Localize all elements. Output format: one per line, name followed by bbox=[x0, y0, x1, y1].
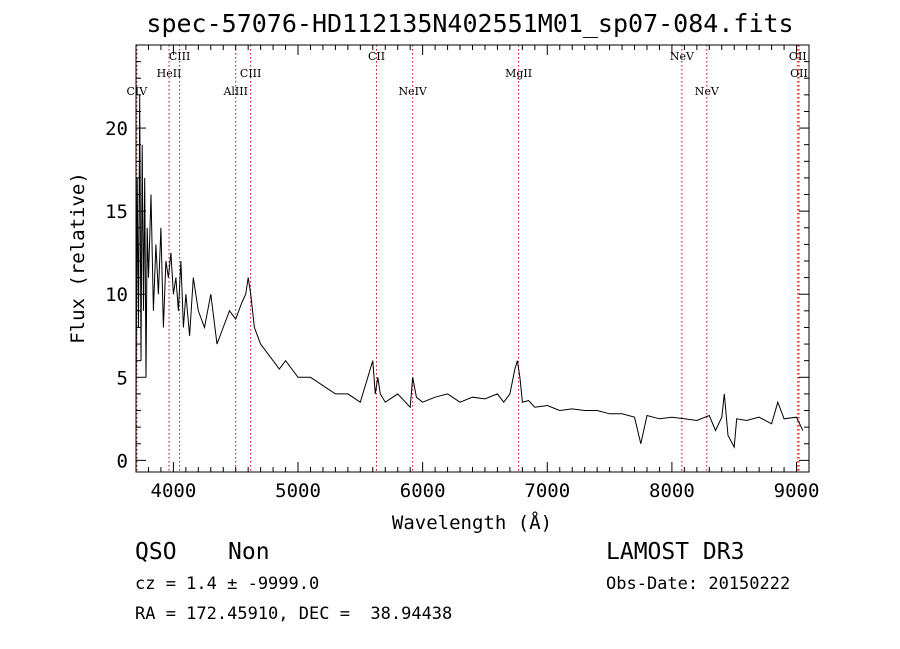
x-tick-label: 8000 bbox=[649, 480, 695, 502]
x-tick-label: 6000 bbox=[400, 480, 446, 502]
chart-title: spec-57076-HD112135N402551M01_sp07-084.f… bbox=[146, 9, 793, 38]
x-axis-label: Wavelength (Å) bbox=[392, 511, 552, 534]
coordinates-line: RA = 172.45910, DEC = 38.94438 bbox=[135, 604, 453, 624]
redshift-line: cz = 1.4 ± -9999.0 bbox=[135, 574, 320, 594]
y-tick-label: 0 bbox=[117, 450, 128, 472]
spectrum-series-line bbox=[135, 94, 804, 449]
emission-line-label: NeV bbox=[670, 50, 695, 63]
plot-frame bbox=[135, 44, 810, 473]
y-axis: 0 5 10 15 20 bbox=[105, 61, 809, 472]
observation-date: Obs-Date: 20150222 bbox=[606, 574, 791, 594]
y-tick-label: 10 bbox=[105, 284, 128, 306]
object-class: QSO bbox=[135, 539, 177, 565]
y-tick-label: 5 bbox=[117, 367, 128, 389]
survey-release: LAMOST DR3 bbox=[606, 539, 745, 565]
y-axis-label: Flux (relative) bbox=[67, 172, 89, 344]
emission-line-label: OII bbox=[790, 67, 808, 80]
emission-line-label: HeII bbox=[157, 67, 182, 80]
x-axis: 4000 5000 6000 7000 8000 9000 bbox=[135, 45, 820, 502]
object-subclass: Non bbox=[228, 539, 270, 565]
emission-line-label: NeIV bbox=[398, 85, 427, 98]
y-tick-label: 20 bbox=[105, 118, 128, 140]
x-tick-label: 5000 bbox=[275, 480, 321, 502]
emission-line-label: CIV bbox=[127, 85, 149, 98]
emission-line-label: CIII bbox=[169, 50, 190, 63]
emission-line-label: AlIII bbox=[222, 85, 248, 98]
x-tick-label: 7000 bbox=[524, 480, 570, 502]
x-tick-label: 9000 bbox=[774, 480, 820, 502]
emission-line-markers: CIV HeII CIII AlIII CIII CII NeIV MgII NeV NeV OII… bbox=[127, 45, 808, 472]
emission-line-label: OII bbox=[789, 50, 807, 63]
emission-line-label: CII bbox=[368, 50, 385, 63]
emission-line-label: MgII bbox=[505, 67, 532, 80]
x-tick-label: 4000 bbox=[151, 480, 197, 502]
emission-line-label: NeV bbox=[695, 85, 720, 98]
emission-line-label: CIII bbox=[240, 67, 261, 80]
y-tick-label: 15 bbox=[105, 201, 128, 223]
